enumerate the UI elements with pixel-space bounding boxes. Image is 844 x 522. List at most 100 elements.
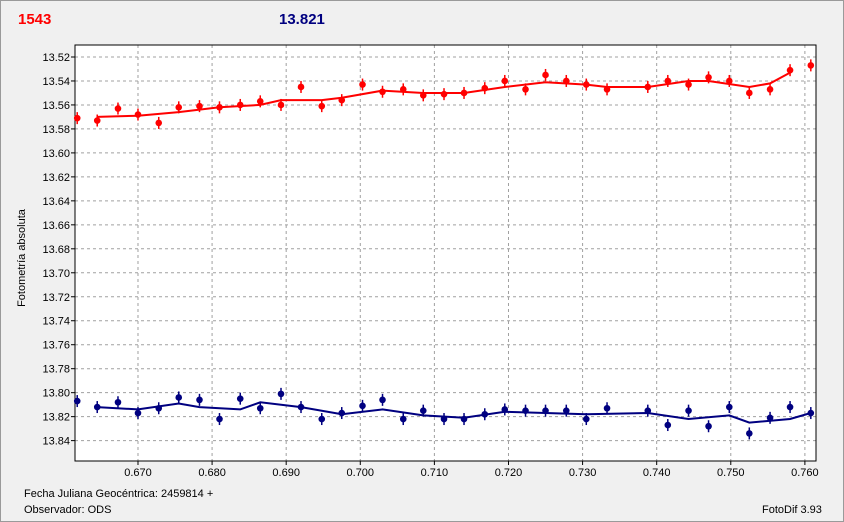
series-1-point bbox=[460, 415, 468, 423]
header-right-value: 13.821 bbox=[279, 11, 325, 28]
y-tick-label: 13.70 bbox=[42, 268, 70, 280]
series-0-point bbox=[297, 83, 305, 91]
series-1-point bbox=[685, 407, 692, 414]
series-0-point bbox=[256, 98, 264, 105]
y-tick-label: 13.60 bbox=[42, 148, 70, 160]
series-1-point bbox=[542, 407, 549, 414]
series-1-point bbox=[216, 415, 223, 423]
x-tick-label: 0.680 bbox=[198, 467, 226, 479]
series-0-point bbox=[582, 81, 590, 88]
series-1-point bbox=[93, 403, 101, 411]
y-tick-label: 13.58 bbox=[42, 124, 70, 136]
series-0-point bbox=[318, 102, 326, 110]
series-1-point bbox=[582, 415, 590, 423]
series-0-point bbox=[542, 71, 549, 79]
x-tick-label: 0.670 bbox=[124, 467, 152, 479]
series-1-point bbox=[297, 403, 305, 411]
series-0-point bbox=[603, 86, 611, 93]
y-axis-label: Fotometría absoluta bbox=[16, 209, 28, 307]
y-tick-label: 13.68 bbox=[42, 244, 70, 256]
x-tick-label: 0.720 bbox=[495, 467, 523, 479]
y-tick-label: 13.56 bbox=[42, 100, 70, 112]
y-tick-label: 13.62 bbox=[42, 172, 70, 184]
series-1-point bbox=[399, 415, 407, 423]
y-tick-label: 13.72 bbox=[42, 292, 70, 304]
series-1-point bbox=[562, 407, 570, 414]
series-0-point bbox=[216, 104, 223, 111]
series-1-point bbox=[440, 415, 448, 423]
x-tick-label: 0.760 bbox=[791, 467, 819, 479]
series-1-point bbox=[155, 404, 163, 412]
series-1-point bbox=[277, 390, 285, 398]
series-0-point bbox=[664, 77, 672, 85]
series-0-point bbox=[277, 101, 285, 109]
series-1-point bbox=[256, 404, 264, 412]
y-tick-label: 13.84 bbox=[42, 436, 70, 448]
series-1-point bbox=[481, 410, 489, 418]
series-1-point bbox=[705, 422, 712, 430]
y-tick-label: 13.74 bbox=[42, 316, 70, 328]
y-tick-label: 13.54 bbox=[42, 76, 70, 88]
header-left-value: 1543 bbox=[18, 11, 52, 28]
series-0-point bbox=[155, 119, 163, 127]
series-0-point bbox=[236, 101, 244, 109]
series-0-point bbox=[807, 62, 815, 69]
plot-background bbox=[75, 45, 816, 461]
series-1-point bbox=[786, 403, 794, 411]
series-0-point bbox=[562, 77, 570, 85]
series-1-point bbox=[196, 396, 203, 404]
series-1-point bbox=[318, 415, 326, 423]
series-0-point bbox=[460, 89, 468, 97]
y-tick-label: 13.78 bbox=[42, 364, 70, 376]
series-0-point bbox=[379, 88, 386, 96]
series-0-point bbox=[359, 81, 366, 88]
series-1-point bbox=[236, 395, 244, 402]
series-0-point bbox=[501, 77, 509, 85]
footer-software-label: FotoDif 3.93 bbox=[762, 504, 822, 516]
series-1-point bbox=[338, 409, 346, 417]
y-tick-label: 13.82 bbox=[42, 412, 70, 424]
series-1-point bbox=[766, 414, 774, 422]
series-0-point bbox=[134, 111, 142, 118]
footer-observer-label: Observador: ODS bbox=[24, 504, 112, 516]
series-1-point bbox=[664, 421, 672, 429]
series-1-point bbox=[114, 398, 122, 406]
y-tick-label: 13.64 bbox=[42, 196, 70, 208]
series-0-point bbox=[114, 105, 122, 112]
series-1-point bbox=[359, 402, 366, 410]
y-tick-label: 13.52 bbox=[42, 52, 70, 64]
x-tick-label: 0.710 bbox=[421, 467, 449, 479]
footer-date-label: Fecha Juliana Geocéntrica: 2459814 + bbox=[24, 488, 214, 500]
y-tick-label: 13.80 bbox=[42, 388, 70, 400]
series-1-point bbox=[73, 397, 81, 405]
series-0-point bbox=[338, 96, 346, 104]
series-0-point bbox=[746, 89, 753, 97]
series-0-point bbox=[786, 66, 794, 74]
series-0-point bbox=[419, 92, 427, 99]
series-1-point bbox=[419, 407, 427, 414]
series-0-point bbox=[726, 77, 733, 85]
series-0-point bbox=[175, 104, 183, 111]
series-0-point bbox=[705, 74, 712, 81]
series-0-point bbox=[522, 86, 529, 93]
x-tick-label: 0.750 bbox=[717, 467, 745, 479]
series-1-point bbox=[175, 394, 183, 401]
y-tick-label: 13.76 bbox=[42, 340, 70, 352]
series-0-point bbox=[644, 83, 652, 91]
x-tick-label: 0.700 bbox=[347, 467, 375, 479]
series-0-point bbox=[685, 81, 692, 88]
series-1-point bbox=[807, 409, 815, 417]
series-1-point bbox=[644, 407, 652, 414]
series-1-point bbox=[746, 430, 753, 437]
series-0-point bbox=[196, 102, 203, 110]
x-tick-label: 0.740 bbox=[643, 467, 671, 479]
x-tick-label: 0.690 bbox=[272, 467, 300, 479]
plot-frame bbox=[74, 44, 817, 462]
series-0-point bbox=[440, 90, 448, 98]
y-tick-label: 13.66 bbox=[42, 220, 70, 232]
series-1-point bbox=[501, 406, 509, 413]
series-1-point bbox=[522, 407, 529, 414]
series-0-point bbox=[399, 86, 407, 93]
